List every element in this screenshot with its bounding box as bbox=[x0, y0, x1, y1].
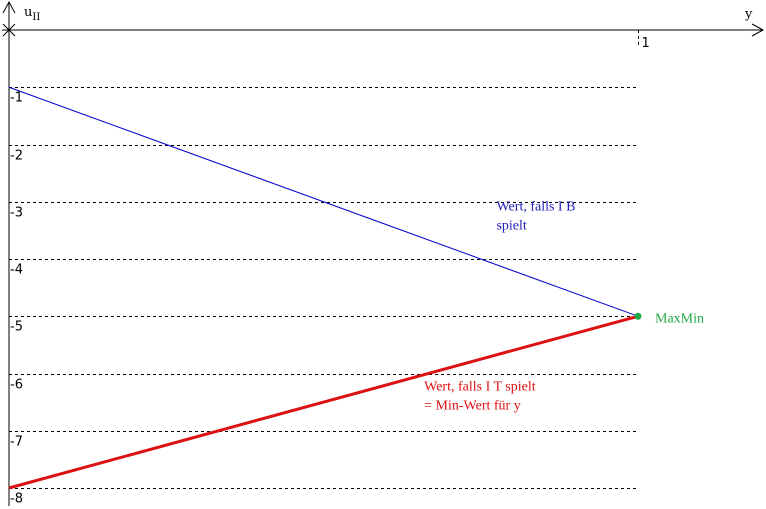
data-points: MaxMin bbox=[634, 311, 704, 326]
x-tick-label: 1 bbox=[642, 36, 650, 51]
y-tick-label: -5 bbox=[10, 320, 23, 335]
annotation-b-line-0: Wert, falls I B bbox=[496, 199, 575, 214]
y-tick-label: -2 bbox=[10, 149, 23, 164]
y-tick-label: -1 bbox=[10, 91, 23, 106]
y-axis-label-sub: II bbox=[32, 12, 40, 23]
y-axis-label-main: u bbox=[24, 5, 32, 20]
x-axis-label: y bbox=[744, 7, 753, 22]
y-axis-label: uII bbox=[24, 5, 40, 23]
annotations: Wert, falls I B spielt Wert, falls I T spi… bbox=[424, 199, 575, 413]
y-tick-label: -4 bbox=[10, 263, 23, 278]
y-axis-arrow bbox=[2, 0, 16, 14]
y-tick-label: -3 bbox=[10, 206, 23, 221]
y-tick-label: -8 bbox=[10, 492, 23, 507]
annotation-b-line-1: spielt bbox=[496, 218, 526, 233]
annotation-t-line-1: = Min-Wert für y bbox=[424, 399, 521, 414]
y-tick-label: -7 bbox=[10, 435, 23, 450]
y-tick-label: -6 bbox=[10, 378, 23, 393]
origin-cross bbox=[2, 23, 16, 37]
series-line-t bbox=[8, 314, 639, 490]
maxmin-point bbox=[634, 312, 642, 320]
grid-lines bbox=[9, 87, 638, 489]
series-line-b bbox=[8, 86, 639, 317]
series-lines bbox=[8, 86, 639, 490]
annotation-t-line-0: Wert, falls I T spielt bbox=[424, 380, 536, 395]
x-axis-arrow bbox=[751, 23, 765, 37]
tick-marks: -1 -2 -3 -4 -5 -6 -7 -8 1 bbox=[10, 30, 650, 507]
maxmin-label: MaxMin bbox=[655, 311, 704, 326]
